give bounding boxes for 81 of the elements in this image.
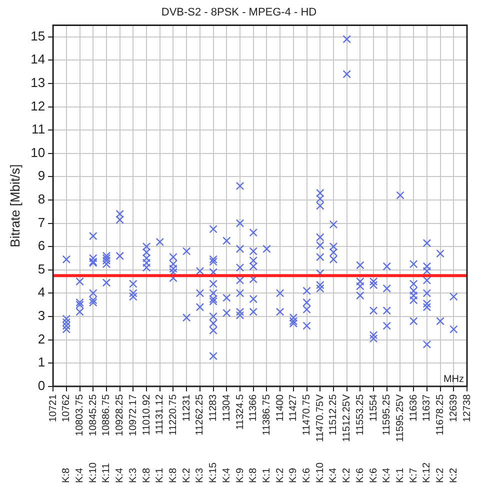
x-tick-label: 11262.25 xyxy=(194,394,206,436)
y-axis-title: Bitrate [Mbit/s] xyxy=(7,164,22,248)
x-tick-label: 11304 xyxy=(221,394,232,422)
text: K:10 xyxy=(88,462,99,483)
x-tick-label: 11010.92 xyxy=(141,394,152,436)
x-tick-label: 10928.25 xyxy=(114,394,126,436)
text: K:7 xyxy=(408,468,420,483)
text: K:2 xyxy=(342,468,353,483)
text: K:3 xyxy=(128,468,139,483)
text: K:10 xyxy=(314,462,326,483)
y-tick-label: 9 xyxy=(38,168,46,184)
chart-title: DVB-S2 - 8PSK - MPEG-4 - HD xyxy=(161,6,317,19)
text: K:4 xyxy=(114,468,126,483)
text: K:8 xyxy=(141,468,152,483)
y-tick-label: 15 xyxy=(30,28,46,44)
x-tick-label: 11595.25 xyxy=(382,394,393,436)
x-tick-label: 11283 xyxy=(208,394,220,422)
x-tick-label: 10845.25 xyxy=(88,394,99,436)
y-tick-label: 4 xyxy=(38,284,46,300)
y-tick-label: 12 xyxy=(30,98,46,114)
y-tick-label: 5 xyxy=(38,261,46,276)
x-tick-label: 11595.25V xyxy=(394,394,406,442)
annotation: MHz xyxy=(443,374,464,386)
x-tick-label: 11470.75 xyxy=(302,394,313,436)
x-tick-label: 11636 xyxy=(408,394,420,422)
text: K:1 xyxy=(154,468,166,483)
text: K:15 xyxy=(208,462,220,483)
x-tick-label: 11637 xyxy=(422,394,433,422)
text: K:9 xyxy=(288,468,300,483)
text: K:4 xyxy=(328,468,340,483)
text: K:8 xyxy=(61,468,72,483)
y-tick-label: 13 xyxy=(30,75,46,90)
x-tick-label: 11470.75V xyxy=(314,394,326,442)
x-tick-label: 11427 xyxy=(288,394,300,422)
y-tick-label: 14 xyxy=(30,52,46,67)
text: K:2 xyxy=(181,468,192,483)
text: K:11 xyxy=(101,462,112,483)
text: K:12 xyxy=(422,462,433,483)
text: K:3 xyxy=(194,468,206,483)
y-tick-label: 1 xyxy=(38,354,46,370)
x-tick-label: 11553.25 xyxy=(354,394,366,436)
x-tick-label: 11324.5 xyxy=(234,394,246,430)
y-tick-label: 10 xyxy=(30,144,46,160)
x-tick-label: 12639 xyxy=(448,394,460,422)
y-tick-label: 3 xyxy=(38,308,46,324)
text: K:2 xyxy=(435,468,446,483)
x-tick-label: 10762 xyxy=(61,394,72,422)
x-tick-label: 10972.17 xyxy=(128,394,139,436)
y-tick-label: 8 xyxy=(38,192,46,207)
x-tick-label: 11366 xyxy=(248,394,260,422)
x-tick-label: 11231 xyxy=(181,394,192,422)
text: K:4 xyxy=(382,468,393,483)
y-tick-label: 2 xyxy=(38,331,46,346)
x-tick-label: 11220.75 xyxy=(168,394,179,436)
x-tick-label: 11512.25 xyxy=(328,394,340,436)
y-tick-label: 0 xyxy=(38,378,46,393)
x-tick-label: 11400 xyxy=(274,394,286,422)
x-tick-label: 11554 xyxy=(368,394,380,422)
text: K:8 xyxy=(168,468,179,483)
text: K:2 xyxy=(448,468,460,483)
text: K:1 xyxy=(261,468,272,483)
x-tick-label: 10886.75 xyxy=(101,394,112,436)
y-tick-label: 11 xyxy=(32,122,46,137)
text: K:8 xyxy=(248,468,260,483)
x-tick-label: 10721 xyxy=(48,394,59,422)
text: K:4 xyxy=(74,468,86,483)
y-tick-label: 6 xyxy=(38,238,46,254)
text: K:6 xyxy=(302,468,313,483)
text: K:4 xyxy=(221,468,232,483)
y-tick-label: 7 xyxy=(38,214,46,230)
x-tick-label: 11131.12 xyxy=(154,394,166,435)
x-tick-label: 11678.25 xyxy=(435,394,446,436)
text: K:6 xyxy=(368,468,380,483)
text: K:2 xyxy=(274,468,286,483)
x-tick-label: 11386.75 xyxy=(261,394,272,436)
x-tick-label: 10803.75 xyxy=(74,394,86,436)
text: K:9 xyxy=(234,468,246,483)
text: K:6 xyxy=(354,468,366,483)
x-tick-label: 12738 xyxy=(462,394,473,422)
text: K:1 xyxy=(394,468,406,483)
x-tick-label: 11512.25V xyxy=(342,394,353,442)
